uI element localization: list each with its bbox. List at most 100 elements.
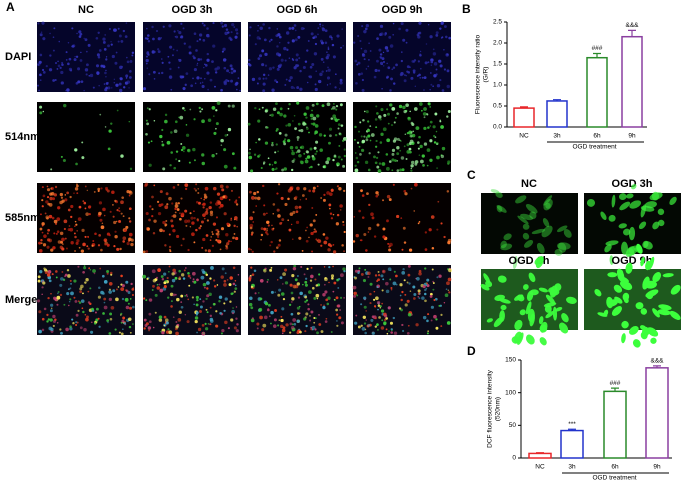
cell [335, 73, 337, 75]
cell [278, 239, 282, 242]
cell [380, 326, 385, 330]
cell [93, 272, 96, 275]
cell [375, 126, 378, 129]
cell [287, 139, 291, 143]
cell [396, 214, 400, 219]
cell [199, 110, 202, 113]
cell [158, 72, 161, 75]
cell [84, 235, 87, 238]
cell [638, 221, 647, 230]
cell [222, 58, 227, 62]
cell [235, 317, 238, 320]
cell [278, 319, 281, 321]
cell [61, 63, 64, 67]
cell [324, 29, 328, 33]
cell [319, 23, 322, 26]
cell [235, 203, 239, 206]
cell [426, 148, 431, 152]
cell [108, 28, 111, 30]
cell [354, 269, 358, 273]
cell [203, 286, 206, 289]
cell [227, 327, 230, 330]
cell [302, 122, 306, 126]
cell [313, 146, 317, 150]
cell [318, 273, 321, 276]
cell [195, 228, 198, 232]
cell [376, 59, 379, 63]
cell [215, 127, 217, 130]
cell [198, 38, 202, 41]
cell [209, 277, 212, 280]
cell [201, 22, 204, 25]
cell [212, 222, 217, 226]
cell [271, 141, 274, 144]
cell [62, 243, 64, 245]
cell [42, 243, 47, 247]
cell [38, 89, 40, 92]
cell [79, 326, 83, 330]
cell [223, 309, 226, 312]
cell [309, 75, 313, 79]
cell [406, 65, 410, 69]
cell [177, 202, 180, 205]
cell [262, 23, 265, 26]
cell [164, 205, 169, 210]
cell [131, 288, 135, 291]
cell [148, 163, 152, 167]
cell [229, 64, 233, 68]
cell [124, 297, 129, 302]
cell [191, 221, 195, 225]
cell [271, 224, 273, 227]
cell [90, 330, 94, 334]
cell [423, 126, 427, 131]
cell [202, 282, 207, 287]
cell [180, 197, 183, 200]
cell [234, 200, 238, 204]
cell [84, 313, 87, 316]
cell [37, 299, 41, 303]
cell [206, 52, 209, 56]
cell [384, 314, 388, 318]
cell [156, 200, 160, 203]
cell [259, 278, 264, 283]
cell [154, 311, 157, 314]
cell [368, 152, 371, 155]
cell [333, 281, 337, 285]
cell [185, 294, 188, 296]
cell [104, 34, 106, 36]
cell [165, 321, 169, 325]
cell [622, 292, 630, 301]
cell [255, 205, 258, 207]
cell [417, 147, 420, 150]
cell [146, 27, 148, 30]
cell [250, 248, 253, 251]
cell [303, 27, 305, 30]
cell [200, 197, 202, 200]
cell [322, 233, 326, 236]
cell [626, 193, 634, 199]
significance-label: ### [610, 380, 621, 387]
cell [188, 51, 192, 55]
cell [113, 78, 116, 81]
cell [61, 237, 65, 242]
cell [631, 183, 637, 190]
cell [125, 22, 128, 24]
cell [88, 267, 91, 270]
micrograph [247, 22, 346, 93]
cell [216, 66, 221, 70]
cell [385, 281, 389, 286]
cell [146, 67, 149, 69]
cell [152, 37, 155, 41]
cell [56, 303, 59, 306]
x-axis-label: OGD treatment [572, 144, 616, 151]
cell [83, 37, 85, 40]
cell [407, 312, 412, 317]
cell [128, 87, 130, 89]
cell [529, 289, 539, 296]
cell [173, 129, 178, 134]
cell [270, 143, 274, 147]
cell [405, 74, 407, 77]
cell [228, 283, 232, 287]
cell [128, 190, 133, 195]
cell [97, 317, 100, 320]
